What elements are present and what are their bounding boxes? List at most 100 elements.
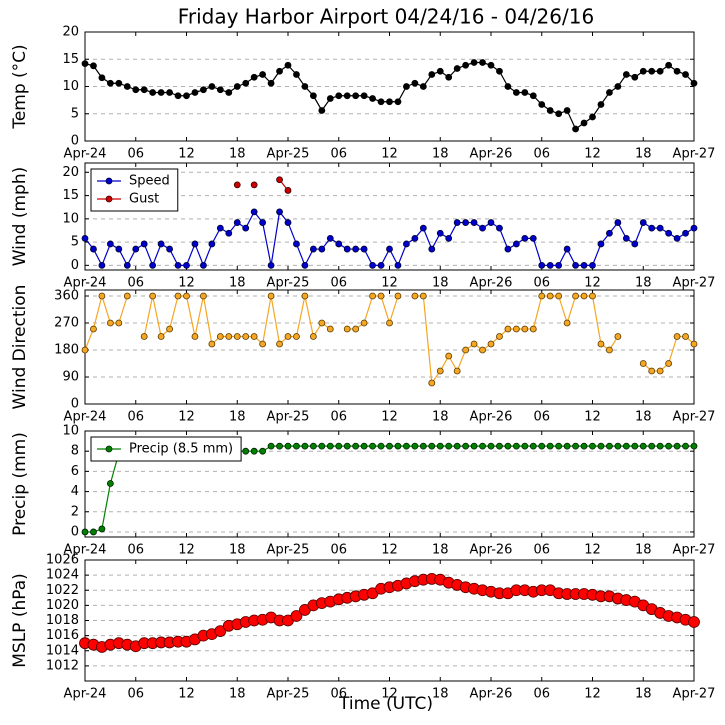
data-point xyxy=(301,83,309,90)
data-point xyxy=(656,67,664,75)
data-point xyxy=(622,442,630,450)
data-point xyxy=(343,325,351,333)
x-tick-label: 12 xyxy=(178,276,195,291)
data-point xyxy=(428,245,436,253)
y-tick-label: 8 xyxy=(71,444,79,459)
data-point xyxy=(183,92,190,100)
legend-marker xyxy=(105,177,113,185)
data-point xyxy=(225,229,233,237)
data-point xyxy=(250,333,258,340)
data-point xyxy=(470,59,478,66)
legend-label: Speed xyxy=(129,174,170,189)
data-point xyxy=(293,240,300,248)
data-point xyxy=(487,340,495,348)
x-tick-label: 12 xyxy=(178,147,195,162)
y-tick-label: 1020 xyxy=(46,598,79,613)
x-tick-label: 18 xyxy=(432,410,449,425)
x-tick-label: Apr-24 xyxy=(64,410,107,425)
data-point xyxy=(445,442,453,450)
data-point xyxy=(233,181,241,189)
x-tick-label: 12 xyxy=(584,147,601,162)
data-point xyxy=(200,261,207,269)
data-point xyxy=(673,234,681,242)
data-point xyxy=(369,261,376,269)
x-tick-label: 18 xyxy=(229,687,246,702)
y-tick-label: 1024 xyxy=(46,568,79,583)
data-point xyxy=(250,447,258,455)
data-point xyxy=(656,224,664,232)
x-tick-label: Apr-25 xyxy=(267,543,310,558)
y-tick-label: 1018 xyxy=(46,613,79,628)
x-tick-label: 18 xyxy=(229,147,246,162)
data-point xyxy=(174,261,182,269)
data-point xyxy=(403,83,410,90)
x-tick-label: 06 xyxy=(330,543,347,558)
data-point xyxy=(580,442,588,450)
data-point xyxy=(606,229,613,237)
data-point xyxy=(166,89,173,96)
data-point xyxy=(521,89,529,96)
data-point xyxy=(98,74,106,82)
data-point xyxy=(419,442,427,450)
x-tick-label: Apr-24 xyxy=(64,147,107,162)
data-point xyxy=(589,292,596,300)
data-point xyxy=(106,480,114,487)
y-tick-label: 20 xyxy=(62,165,79,180)
data-point xyxy=(326,234,334,242)
data-point xyxy=(276,442,283,450)
x-tick-label: 06 xyxy=(330,147,347,162)
data-point xyxy=(479,346,486,354)
data-point xyxy=(225,333,233,340)
data-point xyxy=(682,71,689,78)
data-point xyxy=(512,89,520,96)
data-point xyxy=(301,442,309,450)
data-point xyxy=(639,360,647,367)
x-tick-label: 18 xyxy=(432,276,449,291)
data-point xyxy=(496,67,503,75)
data-point xyxy=(157,240,165,248)
data-point xyxy=(470,219,478,226)
x-tick-label: Apr-25 xyxy=(267,687,310,702)
data-point xyxy=(394,442,402,450)
x-tick-label: 12 xyxy=(381,276,398,291)
data-point xyxy=(580,119,588,127)
data-point xyxy=(98,292,106,300)
data-point xyxy=(572,292,579,300)
data-point xyxy=(648,67,656,75)
x-tick-label: Apr-26 xyxy=(470,276,513,291)
data-point xyxy=(555,442,563,450)
x-tick-label: 18 xyxy=(635,276,652,291)
data-point xyxy=(225,89,233,96)
x-tick-label: Apr-25 xyxy=(267,147,310,162)
x-tick-label: 12 xyxy=(584,543,601,558)
data-point xyxy=(529,234,537,242)
data-point xyxy=(538,442,546,450)
x-tick-label: 18 xyxy=(432,543,449,558)
data-point xyxy=(688,616,700,628)
x-tick-label: 06 xyxy=(127,147,144,162)
data-point xyxy=(589,442,596,450)
x-tick-label: 12 xyxy=(381,410,398,425)
x-tick-label: Apr-26 xyxy=(470,543,513,558)
data-point xyxy=(614,83,622,90)
data-point xyxy=(208,240,216,248)
x-tick-label: 06 xyxy=(533,410,550,425)
data-point xyxy=(487,219,495,226)
y-tick-label: 1022 xyxy=(46,583,79,598)
data-point xyxy=(665,61,673,69)
data-point xyxy=(614,333,622,340)
data-point xyxy=(81,346,89,354)
y-tick-label: 5 xyxy=(71,106,79,121)
y-axis-label: Temp (°C) xyxy=(10,44,30,129)
data-point xyxy=(648,442,656,450)
data-point xyxy=(250,208,258,216)
data-point xyxy=(369,442,376,450)
data-point xyxy=(648,367,656,375)
data-point xyxy=(504,325,512,333)
data-point xyxy=(157,333,165,340)
data-point xyxy=(690,442,698,450)
data-point xyxy=(411,79,419,87)
data-point xyxy=(411,234,419,242)
